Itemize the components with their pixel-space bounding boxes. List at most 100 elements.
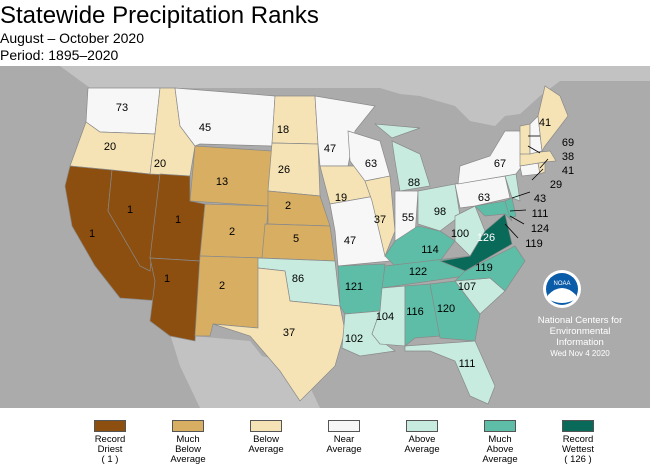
rank-VA: 126 — [477, 232, 495, 244]
rank-RI: 29 — [550, 179, 562, 191]
credit-line-1: National Centers for — [537, 315, 623, 326]
rank-WA: 73 — [116, 102, 128, 114]
rank-AR: 121 — [345, 281, 363, 293]
rank-GA: 120 — [437, 303, 455, 315]
rank-WV: 100 — [451, 228, 469, 240]
legend-label: Near Average — [326, 434, 362, 455]
legend-label: Much Below Average — [170, 434, 206, 465]
rank-SD: 26 — [278, 164, 290, 176]
rank-IN: 55 — [402, 212, 414, 224]
rank-NJ: 111 — [532, 208, 549, 220]
state-WY — [189, 145, 273, 207]
state-WV — [454, 205, 486, 257]
legend-item: Below Average — [236, 420, 296, 455]
rank-MD: 119 — [525, 238, 543, 250]
legend-item: Much Below Average — [158, 420, 218, 465]
rank-LA: 102 — [345, 333, 363, 345]
rank-MA: 41 — [562, 165, 574, 177]
rank-FL: 111 — [459, 358, 476, 370]
legend-item: Near Average — [314, 420, 374, 455]
legend-swatch — [250, 420, 282, 432]
period: Period: 1895–2020 — [0, 47, 119, 63]
state-AL — [404, 283, 441, 347]
legend-swatch — [562, 420, 594, 432]
rank-ID: 20 — [154, 158, 166, 170]
state-TX — [212, 267, 346, 402]
credit-line-2: Environmental — [549, 326, 611, 337]
legend: Record Driest ( 1 ) Much Below Average B… — [80, 420, 594, 470]
rank-CA: 1 — [89, 228, 95, 240]
legend-item: Record Wettest ( 126 ) — [548, 420, 608, 465]
legend-item: Record Driest ( 1 ) — [80, 420, 140, 465]
legend-swatch — [484, 420, 516, 432]
credit-block: National Centers for Environmental Infor… — [515, 315, 645, 359]
credit-date: Wed Nov 4 2020 — [550, 349, 610, 358]
state-NM — [194, 255, 261, 337]
rank-NE: 2 — [285, 200, 291, 212]
rank-SC: 107 — [458, 281, 476, 293]
rank-KY: 114 — [421, 244, 439, 256]
state-MT — [174, 87, 276, 147]
state-OH — [417, 183, 461, 232]
leader-lines — [504, 135, 549, 239]
rank-ND: 18 — [277, 124, 289, 136]
rank-IA: 19 — [335, 192, 347, 204]
rank-TN: 122 — [409, 266, 427, 278]
rank-NY: 67 — [494, 158, 506, 170]
title: Statewide Precipitation Ranks — [0, 2, 319, 29]
rank-OR: 20 — [104, 141, 116, 153]
legend-swatch — [328, 420, 360, 432]
state-FL — [404, 340, 496, 405]
rank-AZ: 1 — [164, 273, 170, 285]
rank-OK: 86 — [292, 273, 304, 285]
state-IL — [364, 175, 396, 258]
legend-swatch — [172, 420, 204, 432]
rank-WY: 13 — [216, 176, 228, 188]
rank-NC: 119 — [475, 262, 493, 274]
rank-CO: 2 — [229, 226, 235, 238]
legend-label: Record Driest ( 1 ) — [94, 434, 126, 465]
rank-KS: 5 — [293, 233, 299, 245]
state-GA — [429, 280, 481, 342]
state-AZ — [149, 257, 201, 342]
rank-MI: 88 — [408, 177, 420, 189]
rank-WI: 63 — [365, 158, 377, 170]
rank-MT: 45 — [199, 122, 211, 134]
state-MI — [373, 123, 431, 192]
legend-label: Much Above Average — [482, 434, 518, 465]
legend-label: Below Average — [248, 434, 284, 455]
noaa-logo-icon: NOAA — [543, 270, 581, 308]
legend-swatch — [406, 420, 438, 432]
rank-UT: 1 — [175, 214, 181, 226]
state-SD — [267, 142, 321, 197]
rank-NM: 2 — [219, 280, 225, 292]
state-ND — [271, 95, 319, 145]
rank-ME: 41 — [539, 117, 551, 129]
rank-TX: 37 — [283, 327, 295, 339]
state-ME — [537, 85, 569, 153]
rank-CT: 43 — [534, 193, 546, 205]
us-map: NOAA 73 20 1 1 20 45 13 1 1 2 2 18 26 2 … — [0, 66, 650, 408]
rank-VT: 38 — [562, 151, 574, 163]
rank-NV: 1 — [127, 204, 133, 216]
legend-label: Record Wettest ( 126 ) — [561, 434, 595, 465]
rank-MS: 104 — [376, 311, 394, 323]
legend-swatch — [94, 420, 126, 432]
rank-NH: 69 — [562, 137, 574, 149]
credit-line-3: Information — [556, 337, 604, 348]
mexico-land — [170, 334, 320, 408]
noaa-logo-text: NOAA — [553, 281, 570, 287]
state-NE — [267, 190, 331, 227]
rank-labels: 73 20 1 1 20 45 13 1 1 2 2 18 26 2 5 86 … — [89, 102, 574, 370]
rank-AL: 116 — [406, 306, 424, 318]
rank-PA: 63 — [478, 192, 490, 204]
rank-DE: 124 — [531, 223, 549, 235]
state-NC — [454, 245, 526, 292]
legend-item: Above Average — [392, 420, 452, 455]
rank-IL: 37 — [374, 214, 386, 226]
rank-MO: 47 — [344, 235, 356, 247]
rank-MN: 47 — [324, 143, 336, 155]
legend-item: Much Above Average — [470, 420, 530, 465]
state-MD — [474, 200, 513, 222]
state-VT — [519, 123, 531, 155]
